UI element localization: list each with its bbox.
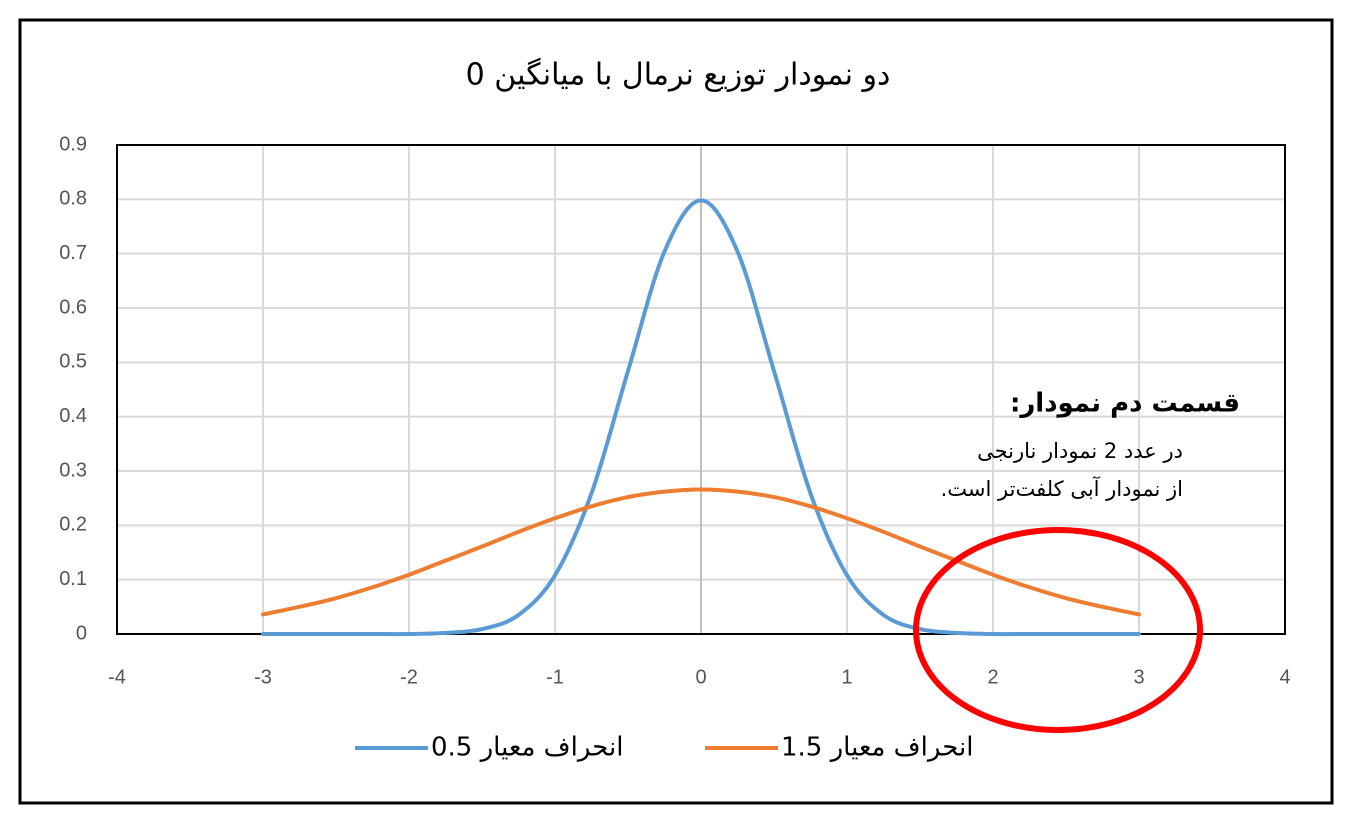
highlight-ellipse — [913, 527, 1203, 733]
y-tick-label: 0.5 — [59, 351, 87, 373]
y-tick-label: 0 — [76, 622, 87, 644]
x-tick-label: -2 — [400, 666, 418, 688]
series-line — [261, 198, 1141, 637]
x-tick-label: 0 — [695, 666, 706, 688]
plot-frame — [116, 144, 1286, 635]
series-line — [261, 487, 1141, 617]
y-tick-label: 0.1 — [59, 568, 87, 590]
y-tick-label: 0.6 — [59, 296, 87, 318]
annotation-heading: قسمت دم نمودار: — [1010, 389, 1240, 419]
y-tick-label: 0.3 — [59, 459, 87, 481]
x-tick-label: -1 — [546, 666, 564, 688]
chart-frame — [18, 18, 1334, 805]
y-tick-label: 0.4 — [59, 405, 87, 427]
y-tick-label: 0.2 — [59, 514, 87, 536]
annotation-line: از نمودار آبی کلفت‌تر است. — [941, 476, 1183, 501]
x-tick-label: -3 — [254, 666, 272, 688]
x-tick-label: 4 — [1279, 666, 1290, 688]
chart-title: دو نمودار توزیع نرمال با میانگین 0 — [466, 58, 891, 93]
y-tick-label: 0.9 — [59, 133, 87, 155]
legend-label: انحراف معیار 1.5 — [781, 733, 973, 763]
x-tick-label: -4 — [108, 666, 126, 688]
y-tick-label: 0.8 — [59, 188, 87, 210]
x-tick-label: 1 — [841, 666, 852, 688]
legend: انحراف معیار 0.5 انحراف معیار 1.5 — [355, 733, 973, 763]
plot — [261, 198, 1141, 637]
legend-label: انحراف معیار 0.5 — [431, 733, 623, 763]
y-tick-label: 0.7 — [59, 242, 87, 264]
annotation-line: در عدد 2 نمودار نارنجی — [977, 439, 1183, 463]
x-tick-label: 3 — [1133, 666, 1144, 688]
x-tick-label: 2 — [987, 666, 998, 688]
